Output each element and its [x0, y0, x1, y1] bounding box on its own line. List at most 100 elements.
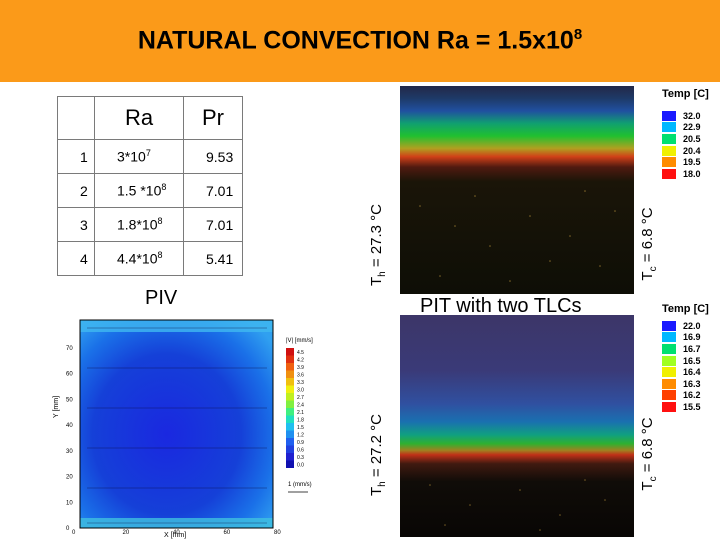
row-ra: 1.5 *108 — [94, 173, 184, 208]
row-ra: 1.8*108 — [94, 207, 184, 242]
piv-y-tick: 0 — [66, 526, 70, 532]
legend-entry: 15.5 — [662, 401, 701, 413]
legend-value: 15.5 — [683, 401, 701, 412]
tc-top-label: Tc = 6.8 °C — [639, 207, 659, 281]
piv-colorbar-swatch — [286, 393, 294, 401]
piv-colorbar-swatch — [286, 385, 294, 393]
piv-y-tick: 50 — [66, 397, 73, 403]
piv-colorbar-value: 0.0 — [297, 463, 304, 469]
legend-swatch — [662, 145, 676, 156]
legend-entry: 32.0 — [662, 110, 701, 122]
piv-colorbar-value: 3.9 — [297, 365, 304, 371]
legend-entry: 16.9 — [662, 332, 701, 344]
legend-swatch — [662, 110, 676, 121]
legend-value: 22.0 — [683, 320, 701, 331]
table-header-blank — [57, 96, 95, 140]
row-id: 4 — [57, 241, 95, 276]
legend-entry: 16.3 — [662, 378, 701, 390]
th-bottom-label: Th = 27.2 °C — [368, 413, 388, 497]
piv-colorbar-swatch — [286, 363, 294, 371]
table-row: 4 4.4*108 5.41 — [57, 241, 243, 276]
piv-colorbar-swatch — [286, 453, 294, 461]
legend-value: 16.9 — [683, 332, 701, 343]
row-pr: 5.41 — [183, 241, 243, 276]
piv-colorbar-value: 1.5 — [297, 425, 304, 431]
table-header-row: Ra Pr — [57, 96, 243, 140]
piv-colorbar-swatch — [286, 348, 294, 356]
row-pr: 7.01 — [183, 173, 243, 208]
legend-bottom: 22.0 16.9 16.7 16.5 16.4 16.3 16.2 15.5 — [662, 320, 701, 413]
piv-vector-field — [87, 327, 267, 524]
piv-colorbar-swatch — [286, 400, 294, 408]
piv-colorbar-value: 2.7 — [297, 395, 304, 401]
legend-swatch — [662, 401, 676, 412]
th-top-label: Th = 27.3 °C — [368, 203, 388, 287]
legend-entry: 18.0 — [662, 168, 701, 180]
piv-colorbar-value: 0.6 — [297, 448, 304, 454]
legend-value: 16.2 — [683, 390, 701, 401]
particle-noise-top — [419, 190, 616, 282]
legend-swatch — [662, 168, 676, 179]
piv-x-tick: 40 — [173, 530, 180, 536]
piv-y-tick: 30 — [66, 449, 73, 455]
piv-colorbar-value: 3.0 — [297, 388, 304, 394]
piv-frame — [79, 319, 274, 529]
piv-colorbar-value: 3.3 — [297, 380, 304, 386]
legend-swatch — [662, 122, 676, 133]
table-row: 2 1.5 *108 7.01 — [57, 173, 243, 208]
legend-swatch — [662, 390, 676, 401]
piv-colorbar-swatch — [286, 378, 294, 386]
piv-y-ticks: 70 60 50 40 30 20 10 0 — [66, 346, 73, 532]
legend-swatch — [662, 355, 676, 366]
legend-value: 16.7 — [683, 343, 701, 354]
pit-image-top — [400, 86, 634, 294]
piv-colorbar-value: 3.6 — [297, 373, 304, 379]
legend-entry: 16.7 — [662, 343, 701, 355]
piv-colorbar-value: 1.8 — [297, 418, 304, 424]
legend-entry: 19.5 — [662, 156, 701, 168]
legend-entry: 16.4 — [662, 366, 701, 378]
legend-value: 20.4 — [683, 145, 701, 156]
table-row: 3 1.8*108 7.01 — [57, 207, 243, 242]
header-bar: NATURAL CONVECTION Ra = 1.5x108 — [0, 0, 720, 82]
row-pr: 7.01 — [183, 207, 243, 242]
legend-value: 22.9 — [683, 122, 701, 133]
piv-colorbar-swatch — [286, 415, 294, 423]
pit-label: PIT with two TLCs — [420, 295, 582, 317]
table-row: 1 3*107 9.53 — [57, 139, 243, 174]
piv-scale-label: 1 (mm/s) — [288, 482, 312, 488]
piv-x-tick: 0 — [72, 530, 76, 536]
piv-colorbar-value: 4.2 — [297, 358, 304, 364]
piv-colorbar-swatch — [286, 408, 294, 416]
legend-value: 20.5 — [683, 133, 701, 144]
piv-x-tick: 80 — [274, 530, 281, 536]
particle-noise-bottom — [429, 479, 606, 531]
pit-image-bottom — [400, 315, 634, 537]
legend-swatch — [662, 343, 676, 354]
row-pr: 9.53 — [183, 139, 243, 174]
piv-y-tick: 20 — [66, 475, 73, 481]
piv-colorbar-value: 2.4 — [297, 403, 304, 409]
legend-value: 16.5 — [683, 355, 701, 366]
piv-colorbar-title: |V| [mm/s] — [286, 338, 313, 344]
legend-entry: 16.2 — [662, 390, 701, 402]
piv-colorbar-value: 0.3 — [297, 455, 304, 461]
legend-swatch — [662, 320, 676, 331]
piv-x-axis-label: X [mm] — [164, 532, 186, 539]
piv-colorbar-value: 2.1 — [297, 410, 304, 416]
legend-value: 32.0 — [683, 110, 701, 121]
legend-top: 32.0 22.9 20.5 20.4 19.5 18.0 — [662, 110, 701, 180]
piv-colorbar-value: 1.2 — [297, 433, 304, 439]
legend-swatch — [662, 332, 676, 343]
piv-x-tick: 60 — [224, 530, 231, 536]
piv-colorbar-swatch — [286, 460, 294, 468]
row-id: 3 — [57, 207, 95, 242]
legend-value: 19.5 — [683, 157, 701, 168]
row-id: 1 — [57, 139, 95, 174]
tc-bottom-label: Tc = 6.8 °C — [639, 417, 659, 491]
legend-entry: 20.4 — [662, 145, 701, 157]
legend-entry: 20.5 — [662, 133, 701, 145]
piv-colorbar-swatch — [286, 445, 294, 453]
piv-y-tick: 60 — [66, 372, 73, 378]
